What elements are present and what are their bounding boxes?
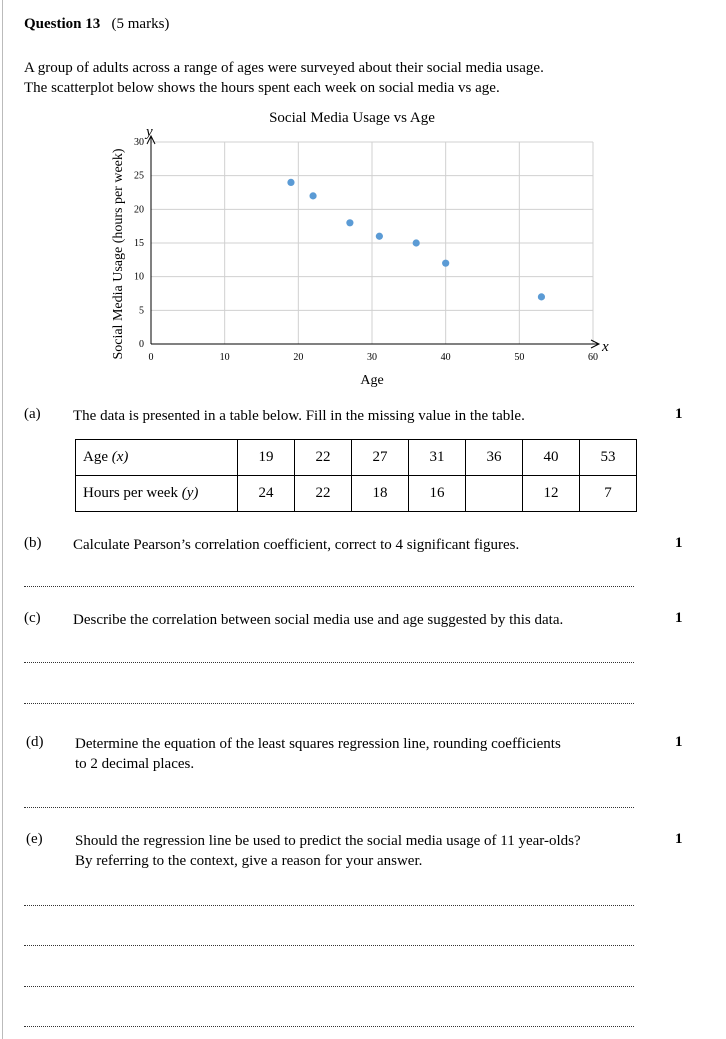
x-tick-labels: 0 10 20 30 40 50 60 [149,352,599,363]
x-tick-label: 50 [514,352,524,363]
page-edge-rule [2,0,3,1039]
answer-line[interactable] [24,662,634,663]
missing-value-cell[interactable] [465,475,523,512]
answer-line[interactable] [24,905,634,906]
data-table: Age (x) 19 22 27 31 36 40 53 Hours per w… [75,439,637,512]
x-tick-label: 60 [588,352,598,363]
answer-line[interactable] [24,586,634,587]
hours-cell: 16 [408,475,466,512]
age-cell: 53 [579,439,637,476]
hours-cell: 12 [522,475,580,512]
age-row-header: Age (x) [75,439,238,476]
question-header: Question 13 (5 marks) [24,16,169,33]
x-tick-label: 20 [293,352,303,363]
y-tick-labels: 0 5 10 15 20 25 30 [134,137,144,350]
y-tick-label: 15 [134,238,144,249]
part-c-label: (c) [24,610,41,626]
part-b-marks: 1 [675,535,683,551]
chart-axes [146,134,601,349]
data-point [442,259,450,267]
y-tick-label: 25 [134,171,144,182]
answer-line[interactable] [24,703,634,704]
part-e-line-1: Should the regression line be used to pr… [75,833,581,849]
y-axis-label: Social Media Usage (hours per week) [111,148,126,359]
y-tick-label: 5 [139,305,144,316]
part-d-marks: 1 [675,734,683,750]
hours-cell: 7 [579,475,637,512]
y-axis-arrow [146,134,156,145]
x-axis-arrow [590,339,601,349]
x-tick-label: 40 [441,352,451,363]
y-tick-label: 30 [134,137,144,148]
part-c-text: Describe the correlation between social … [73,612,564,628]
data-point [346,219,354,227]
part-d-text: Determine the equation of the least squa… [75,734,561,774]
hours-cell: 18 [351,475,409,512]
answer-line[interactable] [24,807,634,808]
y-tick-label: 0 [139,339,144,350]
age-cell: 40 [522,439,580,476]
part-c-marks: 1 [675,610,683,626]
x-tick-label: 0 [149,352,154,363]
answer-line[interactable] [24,1026,634,1027]
part-a-marks: 1 [675,406,683,422]
age-cell: 22 [294,439,352,476]
age-cell: 31 [408,439,466,476]
age-cell: 19 [237,439,295,476]
data-point [412,239,420,247]
data-point [375,232,383,240]
answer-line[interactable] [24,986,634,987]
y-tick-label: 10 [134,272,144,283]
question-marks: (5 marks) [111,16,170,32]
part-e-text: Should the regression line be used to pr… [75,831,581,871]
x-tick-label: 10 [220,352,230,363]
table-row-hours: Hours per week (y) 24 22 18 16 12 7 [75,475,637,512]
hours-cell: 22 [294,475,352,512]
data-point [287,178,295,186]
question-intro: A group of adults across a range of ages… [24,58,544,98]
question-number: Question 13 [24,16,101,32]
x-axis-label: Age [360,373,383,388]
x-tick-label: 30 [367,352,377,363]
hours-cell: 24 [237,475,295,512]
part-d-label: (d) [26,734,44,750]
hours-row-header: Hours per week (y) [75,475,238,512]
scatter-chart: Social Media Usage vs Age 0 10 20 30 40 50 60 … [111,110,609,388]
data-point [537,293,546,301]
data-points [287,178,546,301]
x-axis-symbol: x [601,339,609,355]
part-a-text: The data is presented in a table below. … [73,408,525,424]
age-cell: 36 [465,439,523,476]
part-b-label: (b) [24,535,42,551]
y-axis-symbol: y [144,124,153,140]
part-d-line-1: Determine the equation of the least squa… [75,736,561,752]
data-point [309,192,317,200]
part-a-label: (a) [24,406,41,422]
part-b-text: Calculate Pearson’s correlation coeffici… [73,537,520,553]
intro-line-1: A group of adults across a range of ages… [24,60,544,76]
y-tick-label: 20 [134,204,144,215]
chart-grid [151,141,594,344]
part-e-label: (e) [26,831,43,847]
part-e-marks: 1 [675,831,683,847]
intro-line-2: The scatterplot below shows the hours sp… [24,80,500,96]
part-d-line-2: to 2 decimal places. [75,756,195,772]
answer-line[interactable] [24,945,634,946]
part-e-line-2: By referring to the context, give a reas… [75,853,423,869]
chart-title: Social Media Usage vs Age [269,110,435,126]
age-cell: 27 [351,439,409,476]
table-row-age: Age (x) 19 22 27 31 36 40 53 [75,439,637,476]
